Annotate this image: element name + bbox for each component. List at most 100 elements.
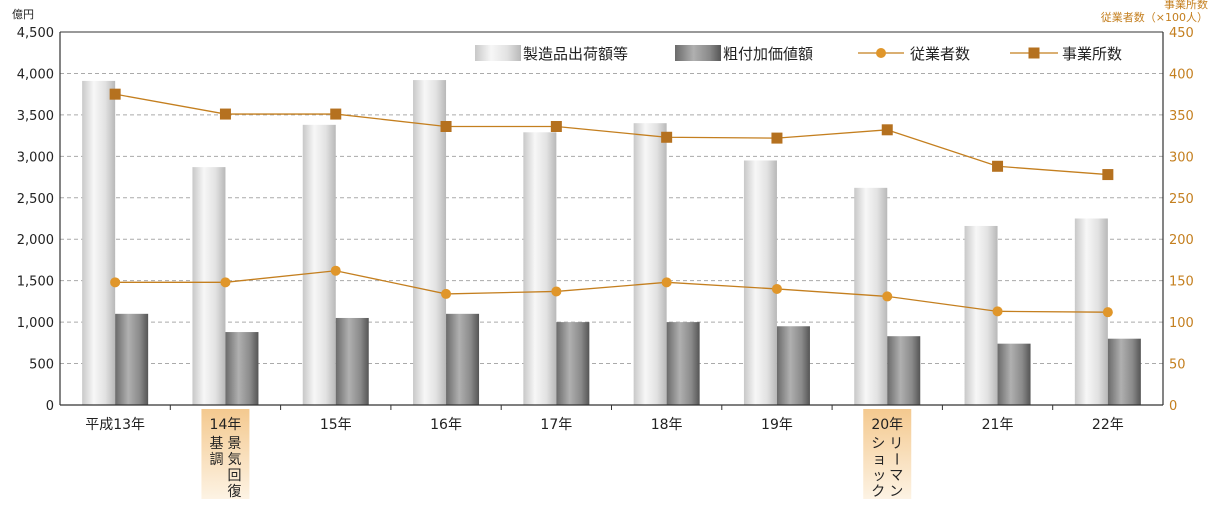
legend-swatch-value-added [675,45,721,61]
annotation-char: 調 [209,452,223,468]
legend-marker-employees [876,48,886,58]
x-tick-label: 16年 [430,417,462,433]
left-tick-label: 1,500 [17,275,54,290]
x-tick-label: 平成13年 [85,417,145,433]
marker-employees [551,286,562,297]
bar-shipments [413,80,447,405]
x-tick-label: 18年 [651,417,683,433]
marker-establishments [550,120,562,132]
x-tick-label: 21年 [982,417,1014,433]
x-tick-label: 20年 [871,417,903,433]
right-tick-label: 300 [1169,150,1194,165]
bar-shipments [192,167,226,405]
bar-value-added [666,322,700,405]
legend-label-employees: 従業者数 [910,45,970,63]
x-tick-label: 17年 [540,417,572,433]
marker-establishments [1102,169,1114,181]
bar-value-added [997,343,1031,405]
left-tick-label: 500 [29,358,54,373]
right-axis-unit-line1: 事業所数 [1164,0,1208,11]
axes-layer: 05001,0001,5002,0002,5003,0003,5004,0004… [12,0,1208,433]
right-tick-label: 50 [1169,358,1186,373]
right-axis-unit-line2: 従業者数（×100人） [1101,11,1208,24]
bar-value-added [335,317,369,405]
left-tick-label: 2,500 [17,192,54,207]
marker-establishments [992,160,1004,172]
left-tick-label: 4,500 [17,26,54,41]
marker-establishments [330,108,342,120]
marker-establishments [219,108,231,120]
lines-layer [109,88,1114,318]
bar-value-added [115,313,149,405]
line-establishments [115,93,1108,176]
right-tick-label: 150 [1169,275,1194,290]
marker-establishments [109,88,121,100]
right-tick-label: 250 [1169,192,1194,207]
annotation-char: ー [887,452,903,466]
annotation-char: 回 [227,468,241,484]
bar-value-added [446,313,480,405]
left-tick-label: 3,000 [17,150,54,165]
marker-establishments [881,124,893,136]
left-tick-label: 2,000 [17,233,54,248]
marker-employees [771,283,782,294]
left-tick-label: 1,000 [17,316,54,331]
marker-employees [220,277,231,288]
right-tick-label: 400 [1169,67,1194,82]
x-tick-label: 19年 [761,417,793,433]
bar-value-added [776,326,810,405]
annotation-char: リ [889,436,903,452]
left-tick-label: 4,000 [17,67,54,82]
bar-shipments [633,123,667,405]
bar-shipments [964,225,998,405]
marker-employees [110,277,121,288]
legend-label-establishments: 事業所数 [1062,45,1122,63]
right-tick-label: 100 [1169,316,1194,331]
left-axis-unit: 億円 [12,8,34,21]
marker-employees [661,277,672,288]
left-tick-label: 3,500 [17,109,54,124]
right-tick-label: 0 [1169,399,1177,414]
annotation-char: ッ [872,468,886,484]
legend-label-value-added: 粗付加価値額 [723,45,813,63]
bar-shipments [523,132,557,405]
category-highlight [863,409,912,499]
annotation-char: 気 [227,452,241,468]
marker-establishments [661,131,673,143]
right-tick-label: 200 [1169,233,1194,248]
bar-value-added [225,332,259,405]
right-tick-label: 350 [1169,109,1194,124]
line-employees [115,270,1108,313]
annotation-char: 景 [227,436,241,452]
legend-swatch-shipments [475,45,521,61]
bar-value-added [1107,338,1141,405]
bar-shipments [302,124,336,405]
category-highlight [201,409,250,499]
left-tick-label: 0 [46,399,54,414]
marker-employees [330,265,341,276]
bar-shipments [82,80,116,405]
annotation-char: シ [871,436,885,452]
annotation-char: 基 [209,435,223,452]
x-tick-label: 22年 [1092,417,1124,433]
x-tick-label: 14年 [210,417,242,433]
marker-employees [1102,307,1113,318]
annotation-char: ン [889,484,903,500]
bar-shipments [743,160,777,405]
legend-marker-establishments [1028,47,1040,59]
bars-layer [82,80,1141,405]
marker-establishments [440,120,452,132]
annotation-char: ク [871,484,885,500]
legend-label-shipments: 製造品出荷額等 [523,45,628,63]
annotation-char: マ [889,468,903,484]
marker-employees [992,306,1003,317]
marker-employees [441,288,452,299]
x-tick-label: 15年 [320,417,352,433]
annotation-char: ョ [872,452,886,468]
bar-value-added [556,322,590,405]
marker-employees [882,291,893,302]
bar-value-added [887,336,921,405]
right-tick-label: 450 [1169,26,1194,41]
